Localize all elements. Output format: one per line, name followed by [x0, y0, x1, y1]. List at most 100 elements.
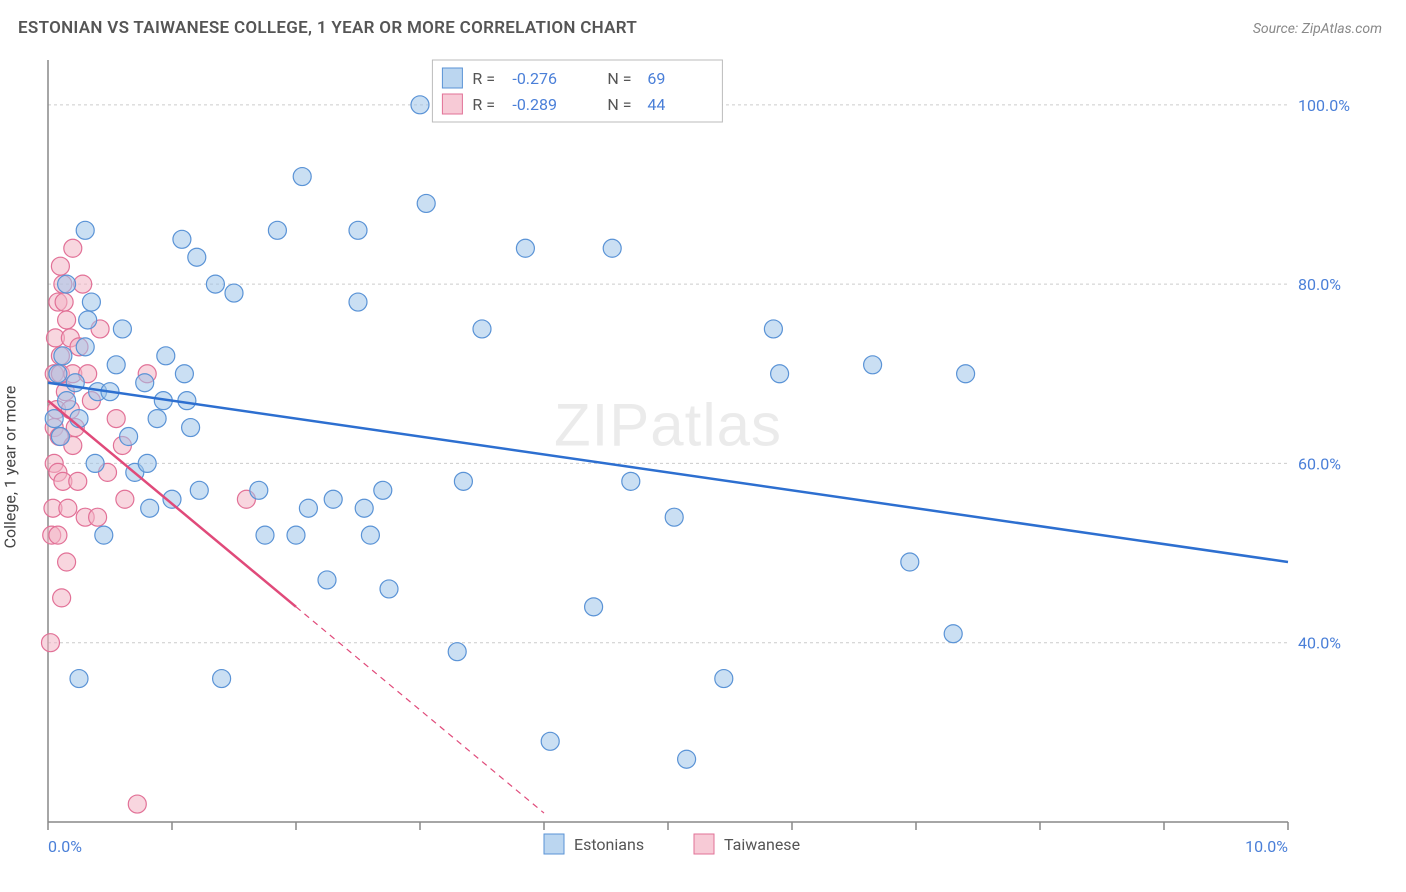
- scatter-point: [957, 365, 975, 383]
- scatter-point: [206, 275, 224, 293]
- scatter-point: [411, 96, 429, 114]
- scatter-point: [256, 526, 274, 544]
- scatter-point: [293, 168, 311, 186]
- scatter-point: [622, 472, 640, 490]
- scatter-point: [190, 481, 208, 499]
- svg-text:69: 69: [647, 69, 665, 88]
- scatter-point: [79, 311, 97, 329]
- scatter-point: [157, 347, 175, 365]
- scatter-point: [299, 499, 317, 517]
- chart-area: College, 1 year or more 0.0%10.0%40.0%60…: [18, 52, 1396, 882]
- scatter-point: [53, 589, 71, 607]
- chart-title: ESTONIAN VS TAIWANESE COLLEGE, 1 YEAR OR…: [18, 18, 637, 38]
- scatter-point: [49, 526, 67, 544]
- scatter-chart: 0.0% 10.0% 40.0% 60.0% 80.0% 100.0% ZIPatlas R …: [18, 52, 1378, 872]
- svg-text:R =: R =: [472, 95, 495, 114]
- scatter-point: [250, 481, 268, 499]
- svg-text:80.0%: 80.0%: [1298, 275, 1341, 294]
- scatter-point: [49, 365, 67, 383]
- scatter-point: [380, 580, 398, 598]
- svg-text:60.0%: 60.0%: [1298, 454, 1341, 473]
- source-label: Source:: [1253, 21, 1302, 37]
- scatter-point: [454, 472, 472, 490]
- scatter-point: [148, 410, 166, 428]
- source-credit: Source: ZipAtlas.com: [1253, 21, 1382, 37]
- scatter-point: [516, 239, 534, 257]
- scatter-point: [138, 454, 156, 472]
- scatter-point: [41, 634, 59, 652]
- scatter-point: [107, 410, 125, 428]
- scatter-point: [69, 472, 87, 490]
- scatter-point: [136, 374, 154, 392]
- scatter-point: [55, 293, 73, 311]
- scatter-point: [287, 526, 305, 544]
- svg-text:40.0%: 40.0%: [1298, 634, 1341, 653]
- scatter-point: [349, 221, 367, 239]
- svg-text:ZIPatlas: ZIPatlas: [554, 391, 782, 458]
- scatter-point: [448, 643, 466, 661]
- scatter-point: [51, 428, 69, 446]
- svg-text:0.0%: 0.0%: [48, 837, 82, 856]
- scatter-point: [585, 598, 603, 616]
- scatter-point: [58, 553, 76, 571]
- scatter-point: [188, 248, 206, 266]
- scatter-point: [86, 454, 104, 472]
- scatter-point: [89, 508, 107, 526]
- svg-text:N =: N =: [607, 95, 631, 114]
- scatter-point: [678, 750, 696, 768]
- scatter-point: [173, 230, 191, 248]
- y-axis-label: College, 1 year or more: [1, 386, 20, 549]
- scatter-point: [175, 365, 193, 383]
- scatter-point: [349, 293, 367, 311]
- scatter-point: [225, 284, 243, 302]
- svg-text:R =: R =: [472, 69, 495, 88]
- svg-text:-0.289: -0.289: [512, 95, 557, 114]
- scatter-point: [771, 365, 789, 383]
- legend-swatch: [694, 834, 714, 854]
- svg-text:-0.276: -0.276: [512, 69, 557, 88]
- legend-label: Taiwanese: [724, 835, 800, 854]
- scatter-point: [182, 419, 200, 437]
- scatter-point: [355, 499, 373, 517]
- scatter-point: [715, 670, 733, 688]
- scatter-point: [473, 320, 491, 338]
- scatter-point: [58, 275, 76, 293]
- scatter-point: [107, 356, 125, 374]
- svg-text:44: 44: [647, 95, 665, 114]
- scatter-point: [864, 356, 882, 374]
- legend-swatch: [442, 94, 462, 114]
- svg-text:10.0%: 10.0%: [1245, 837, 1288, 856]
- scatter-point: [141, 499, 159, 517]
- scatter-point: [417, 194, 435, 212]
- scatter-point: [76, 221, 94, 239]
- scatter-point: [374, 481, 392, 499]
- source-name: ZipAtlas.com: [1302, 21, 1382, 37]
- scatter-point: [51, 257, 69, 275]
- scatter-point: [213, 670, 231, 688]
- scatter-point: [944, 625, 962, 643]
- scatter-point: [66, 374, 84, 392]
- scatter-point: [58, 311, 76, 329]
- scatter-point: [318, 571, 336, 589]
- scatter-point: [76, 338, 94, 356]
- scatter-point: [901, 553, 919, 571]
- scatter-point: [58, 392, 76, 410]
- scatter-point: [268, 221, 286, 239]
- legend-swatch: [544, 834, 564, 854]
- scatter-point: [59, 499, 77, 517]
- scatter-point: [120, 428, 138, 446]
- title-bar: ESTONIAN VS TAIWANESE COLLEGE, 1 YEAR OR…: [0, 0, 1406, 46]
- scatter-point: [64, 239, 82, 257]
- scatter-point: [70, 670, 88, 688]
- trend-line: [48, 401, 296, 607]
- svg-text:100.0%: 100.0%: [1298, 96, 1350, 115]
- legend-swatch: [442, 68, 462, 88]
- scatter-point: [95, 526, 113, 544]
- scatter-point: [113, 320, 131, 338]
- scatter-point: [116, 490, 134, 508]
- scatter-point: [82, 293, 100, 311]
- scatter-point: [764, 320, 782, 338]
- scatter-point: [665, 508, 683, 526]
- scatter-point: [324, 490, 342, 508]
- scatter-point: [128, 795, 146, 813]
